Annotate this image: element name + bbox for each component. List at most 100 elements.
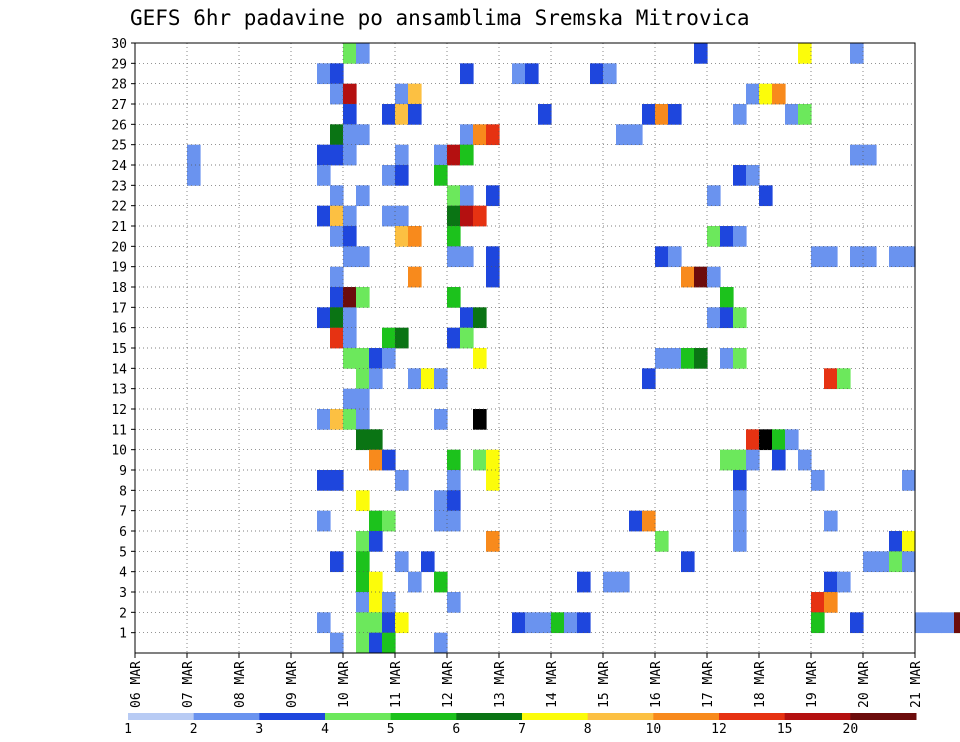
precip-cell-member-11 xyxy=(746,429,760,451)
legend-label: 6 xyxy=(452,722,460,737)
y-tick-label: 10 xyxy=(111,444,127,459)
precip-cell-member-7 xyxy=(733,510,747,532)
precip-cell-member-15 xyxy=(681,348,695,369)
precip-cell-member-3 xyxy=(811,592,825,613)
precip-cell-member-7 xyxy=(629,510,643,532)
precip-cell-member-15 xyxy=(733,348,747,369)
precip-cell-member-15 xyxy=(382,348,396,369)
precip-cell-member-19 xyxy=(694,266,708,288)
precip-cell-member-20 xyxy=(824,246,838,268)
y-tick-label: 4 xyxy=(119,566,127,581)
precip-cell-member-4 xyxy=(577,571,591,593)
precip-cell-member-21 xyxy=(447,226,461,247)
y-tick-label: 18 xyxy=(111,281,127,296)
precip-cell-member-20 xyxy=(850,246,864,268)
legend-swatch xyxy=(193,713,260,720)
x-tick-label: 18 MAR xyxy=(753,661,768,708)
precip-cell-member-22 xyxy=(330,205,344,227)
precip-cell-member-24 xyxy=(746,165,760,186)
precip-cell-member-21 xyxy=(733,226,747,247)
precip-cell-member-13 xyxy=(343,388,357,410)
precip-cell-member-2 xyxy=(551,612,565,634)
legend-swatch xyxy=(522,713,589,720)
precip-cell-member-4 xyxy=(408,571,422,593)
precip-cell-member-15 xyxy=(694,348,708,369)
x-tick-label: 14 MAR xyxy=(545,661,560,708)
precip-cell-member-17 xyxy=(707,307,721,329)
precip-cell-member-10 xyxy=(720,449,734,471)
precip-cell-member-27 xyxy=(382,104,396,125)
precip-cell-member-9 xyxy=(733,470,747,491)
precip-cell-member-3 xyxy=(356,592,370,613)
precip-cell-member-22 xyxy=(343,205,357,227)
precip-cell-member-15 xyxy=(369,348,383,369)
precip-cell-member-10 xyxy=(369,449,383,471)
precip-cell-member-8 xyxy=(447,490,461,512)
precip-cell-member-2 xyxy=(954,612,960,634)
legend-swatch xyxy=(653,713,720,720)
precip-cell-member-5 xyxy=(889,551,903,573)
precip-cell-member-21 xyxy=(330,226,344,247)
legend-label: 2 xyxy=(190,722,198,737)
precip-cell-member-30 xyxy=(343,43,357,64)
precip-cell-member-20 xyxy=(447,246,461,268)
precip-cell-member-24 xyxy=(434,165,448,186)
y-tick-label: 2 xyxy=(119,606,127,621)
precip-cell-member-1 xyxy=(356,632,370,654)
precip-cell-member-9 xyxy=(330,470,344,491)
precip-cell-member-15 xyxy=(473,348,487,369)
precip-cell-member-26 xyxy=(486,124,500,146)
precip-cell-member-23 xyxy=(460,185,474,207)
precip-cell-member-20 xyxy=(863,246,877,268)
precip-cell-member-10 xyxy=(382,449,396,471)
precip-cell-member-26 xyxy=(629,124,643,146)
y-tick-label: 22 xyxy=(111,200,127,215)
precip-cell-member-10 xyxy=(447,449,461,471)
precip-cell-member-23 xyxy=(759,185,773,207)
grid-lines xyxy=(134,42,916,654)
precip-cell-member-3 xyxy=(447,592,461,613)
precip-cell-member-27 xyxy=(655,104,669,125)
legend-swatch xyxy=(325,713,392,720)
precip-cell-member-2 xyxy=(395,612,409,634)
legend-swatch xyxy=(390,713,457,720)
precip-cell-member-6 xyxy=(655,531,669,552)
precip-cell-member-2 xyxy=(941,612,955,634)
precip-cell-member-15 xyxy=(343,348,357,369)
legend-swatch xyxy=(456,713,523,720)
precip-cell-member-25 xyxy=(434,144,448,166)
precip-cell-member-15 xyxy=(655,348,669,369)
precip-cell-member-25 xyxy=(187,144,201,166)
precip-cell-member-14 xyxy=(824,368,838,390)
precip-cell-member-14 xyxy=(837,368,851,390)
precip-cell-member-2 xyxy=(811,612,825,634)
precip-cell-member-6 xyxy=(902,531,916,552)
plot-background xyxy=(135,43,915,653)
precip-cell-member-2 xyxy=(317,612,331,634)
precip-cell-member-2 xyxy=(538,612,552,634)
precip-cell-member-24 xyxy=(382,165,396,186)
precip-cell-member-26 xyxy=(460,124,474,146)
precip-cell-member-23 xyxy=(356,185,370,207)
precip-cell-member-23 xyxy=(707,185,721,207)
legend-label: 12 xyxy=(711,722,727,737)
precip-cell-member-29 xyxy=(330,63,344,85)
precip-cell-member-26 xyxy=(473,124,487,146)
precip-cell-member-24 xyxy=(395,165,409,186)
precip-cell-member-23 xyxy=(447,185,461,207)
precip-cell-member-25 xyxy=(863,144,877,166)
precip-cells xyxy=(187,43,960,654)
precip-cell-member-28 xyxy=(759,83,773,105)
precip-cell-member-14 xyxy=(369,368,383,390)
precip-cell-member-26 xyxy=(616,124,630,146)
precip-cell-member-4 xyxy=(356,571,370,593)
y-tick-label: 13 xyxy=(111,383,127,398)
precip-cell-member-19 xyxy=(707,266,721,288)
precip-cell-member-27 xyxy=(395,104,409,125)
precip-cell-member-26 xyxy=(356,124,370,146)
precip-cell-member-26 xyxy=(330,124,344,146)
precip-cell-member-22 xyxy=(460,205,474,227)
y-tick-label: 15 xyxy=(111,342,127,357)
precip-cell-member-13 xyxy=(356,388,370,410)
